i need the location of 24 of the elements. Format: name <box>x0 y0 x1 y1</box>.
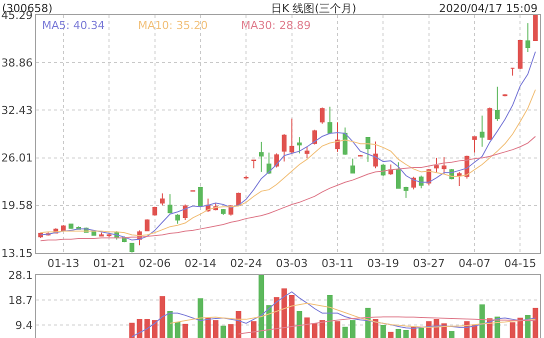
y-tick-label: 9.4 <box>15 318 33 332</box>
chart-title: 日K 线图(三个月) <box>271 2 356 15</box>
y-tick-label: 32.43 <box>1 104 33 118</box>
x-tick-label: 03-27 <box>412 257 445 270</box>
x-tick-label: 02-24 <box>230 257 262 270</box>
x-tick-label: 01-21 <box>93 257 126 270</box>
y-tick-label: 13.15 <box>1 246 33 260</box>
x-tick-label: 03-03 <box>276 257 308 270</box>
x-tick-label: 03-19 <box>367 257 400 270</box>
annotation: 2020/04/17 15:09 <box>439 2 538 15</box>
text: MA10: 35.20 <box>138 19 208 32</box>
x-tick-label: 02-06 <box>138 257 171 270</box>
x-tick-label: 04-07 <box>458 257 491 270</box>
text: MA30: 28.89 <box>241 19 311 32</box>
y-tick-label: 19.58 <box>1 199 33 212</box>
x-tick-label: 04-15 <box>504 257 536 270</box>
y-tick-label: 28.1 <box>8 268 33 282</box>
x-tick-label: 02-14 <box>184 257 216 270</box>
text: MA5: 40.34 <box>42 19 105 32</box>
x-tick-label: 03-11 <box>322 257 354 270</box>
x-tick-label: 01-13 <box>47 257 80 270</box>
y-tick-label: 18.7 <box>8 294 33 307</box>
y-tick-label: 26.01 <box>1 152 33 165</box>
y-tick-label: 38.86 <box>1 56 33 70</box>
